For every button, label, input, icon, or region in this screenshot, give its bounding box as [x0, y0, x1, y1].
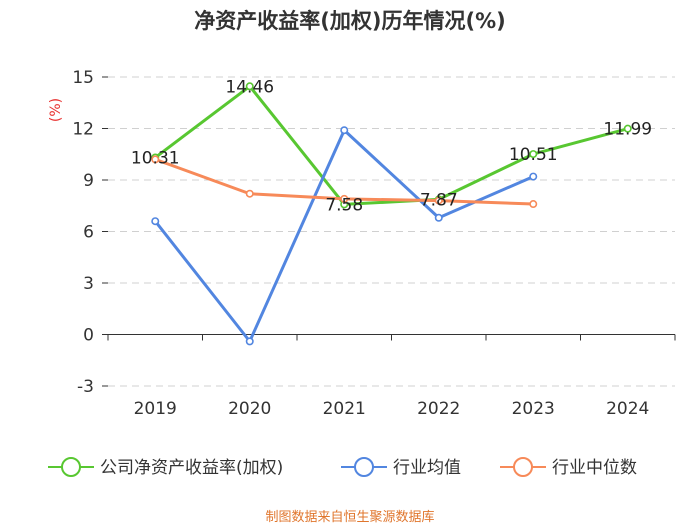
legend-marker-icon: [513, 457, 533, 477]
legend[interactable]: 公司净资产收益率(加权) 行业均值 行业中位数: [48, 457, 637, 478]
x-tick-label: 2021: [323, 399, 366, 419]
data-point[interactable]: [151, 155, 160, 164]
series-line-1: [154, 128, 534, 343]
data-label: 14.46: [225, 77, 274, 97]
data-label: 10.51: [509, 145, 558, 165]
legend-item-0[interactable]: 公司净资产收益率(加权): [48, 457, 283, 478]
data-point[interactable]: [623, 124, 632, 133]
y-axis-unit: (%): [48, 98, 64, 122]
legend-marker-icon: [61, 457, 81, 477]
data-point[interactable]: [245, 189, 254, 198]
data-point[interactable]: [434, 196, 443, 205]
x-tick-label: 2019: [134, 399, 177, 419]
data-label: 7.58: [325, 195, 363, 215]
x-tick-label: 2022: [417, 399, 460, 419]
y-tick-label: 12: [72, 120, 94, 140]
series-layer: [151, 82, 632, 346]
x-axis: 2019 2020 2021 2022 2023 2024: [107, 334, 676, 419]
data-point[interactable]: [151, 217, 160, 226]
y-tick-label: -3: [77, 377, 94, 397]
x-tick-label: 2024: [606, 399, 649, 419]
data-point[interactable]: [529, 172, 538, 181]
x-tick-label: 2023: [512, 399, 555, 419]
chart-title: 净资产收益率(加权)历年情况(%): [194, 9, 505, 33]
y-tick-label: 15: [72, 68, 94, 88]
y-tick-label: 9: [83, 171, 94, 191]
source-note: 制图数据来自恒生聚源数据库: [265, 509, 434, 525]
y-axis-ticks: -3 0 3 6 9 12 15: [72, 68, 108, 397]
data-label: 11.99: [603, 120, 652, 140]
data-point[interactable]: [340, 126, 349, 135]
y-tick-label: 6: [83, 223, 94, 243]
y-tick-label: 0: [83, 326, 94, 346]
data-label: 10.31: [131, 149, 180, 169]
data-point[interactable]: [434, 213, 443, 222]
data-labels: 10.31 14.46 7.58 7.87 10.51 11.99: [131, 77, 652, 215]
y-tick-label: 3: [83, 274, 94, 294]
x-tick-label: 2020: [228, 399, 271, 419]
data-point[interactable]: [340, 194, 349, 203]
legend-label: 公司净资产收益率(加权): [100, 458, 283, 478]
legend-label: 行业均值: [393, 458, 461, 478]
data-point[interactable]: [529, 200, 538, 209]
legend-item-2[interactable]: 行业中位数: [500, 457, 637, 478]
legend-item-1[interactable]: 行业均值: [341, 457, 461, 478]
data-point[interactable]: [245, 337, 254, 346]
data-label: 7.87: [420, 190, 458, 210]
data-point[interactable]: [529, 150, 538, 159]
data-point[interactable]: [245, 82, 254, 91]
series-line-0: [154, 84, 629, 206]
legend-label: 行业中位数: [552, 458, 637, 478]
legend-marker-icon: [354, 457, 374, 477]
grid-lines: [108, 76, 675, 387]
